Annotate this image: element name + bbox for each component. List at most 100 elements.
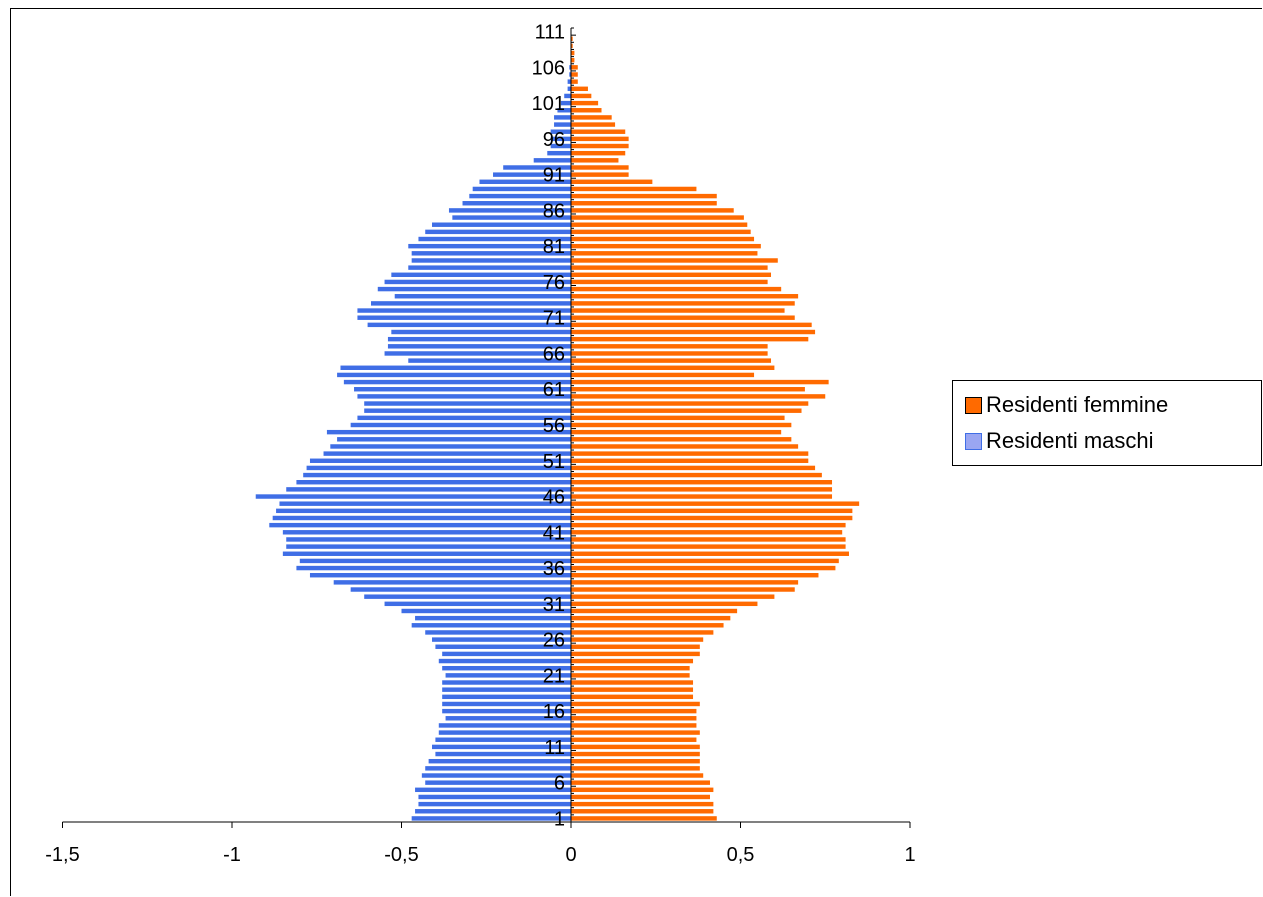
female-bar-age-91 [571, 172, 629, 177]
female-bar-age-72 [571, 308, 785, 313]
y-tick-label: 21 [543, 665, 565, 687]
male-bar-age-81 [408, 243, 571, 249]
legend-swatch-male [965, 432, 982, 450]
y-tick-label: 46 [543, 487, 565, 509]
male-bar-age-103 [567, 86, 571, 92]
male-bar-age-88 [469, 193, 571, 199]
female-bar-age-33 [571, 587, 795, 592]
female-bar-age-82 [571, 236, 755, 242]
y-tick-label: 6 [554, 773, 565, 795]
female-bar-age-36 [571, 565, 836, 571]
female-bar-age-12 [571, 737, 697, 742]
y-tick-label: 66 [543, 343, 565, 365]
male-bar-age-104 [567, 79, 571, 84]
male-bar-age-13 [438, 730, 571, 735]
male-bar-age-95 [550, 143, 571, 149]
female-bar-age-66 [571, 351, 768, 356]
female-bar-age-34 [571, 580, 799, 585]
male-bar-age-54 [337, 437, 571, 442]
male-bar-age-86 [448, 208, 571, 213]
female-bar-age-31 [571, 601, 758, 607]
male-bar-age-4 [418, 794, 571, 800]
female-bar-age-95 [571, 143, 629, 149]
male-bar-age-19 [442, 687, 571, 692]
male-bar-age-37 [299, 558, 571, 564]
male-bar-age-12 [435, 737, 571, 742]
female-bar-age-56 [571, 422, 792, 428]
male-bar-age-25 [435, 644, 571, 649]
female-bar-age-77 [571, 272, 772, 278]
male-bar-age-53 [330, 444, 571, 449]
male-bar-age-31 [384, 601, 571, 607]
female-bar-age-106 [571, 65, 578, 70]
female-bar-age-38 [571, 551, 849, 556]
y-tick-label: 111 [535, 22, 565, 44]
x-tick-label: -1 [223, 844, 241, 866]
male-bar-age-73 [370, 301, 571, 306]
legend-label-female: Residenti femmine [986, 392, 1169, 417]
female-bar-age-3 [571, 801, 714, 807]
y-tick-label: 41 [543, 522, 565, 544]
male-bar-age-50 [306, 465, 571, 471]
male-bar-age-58 [364, 408, 571, 413]
female-bar-age-42 [571, 522, 846, 528]
male-bar-age-9 [428, 758, 571, 764]
female-bar-age-100 [571, 108, 602, 113]
female-bar-age-90 [571, 179, 653, 185]
female-bar-age-78 [571, 265, 768, 270]
male-bar-age-92 [503, 165, 571, 170]
legend: Residenti femmine Residenti maschi [952, 380, 1262, 466]
female-bar-age-52 [571, 451, 809, 456]
male-bar-age-7 [421, 773, 571, 778]
female-bar-age-75 [571, 286, 782, 292]
female-bar-age-73 [571, 301, 795, 306]
female-bar-age-35 [571, 572, 819, 578]
female-bar-age-15 [571, 716, 697, 721]
female-bar-age-30 [571, 608, 738, 614]
female-bar-age-102 [571, 93, 592, 99]
male-bar-age-22 [442, 665, 571, 671]
male-bar-age-90 [479, 179, 571, 185]
legend-swatch-female [965, 396, 982, 414]
male-bar-age-62 [343, 379, 571, 385]
male-bar-age-52 [323, 451, 571, 456]
female-bar-age-62 [571, 379, 829, 385]
male-bar-age-60 [357, 394, 571, 399]
male-bar-age-55 [326, 429, 571, 435]
male-bar-age-42 [269, 522, 571, 528]
female-bar-age-27 [571, 630, 714, 635]
female-bar-age-87 [571, 201, 717, 206]
female-bar-age-80 [571, 251, 758, 256]
female-bar-age-17 [571, 701, 700, 707]
male-bar-age-34 [333, 580, 571, 585]
male-bar-age-46 [255, 494, 572, 499]
female-bar-age-21 [571, 673, 690, 678]
female-bar-age-64 [571, 365, 775, 370]
female-bar-age-70 [571, 322, 812, 328]
female-bar-age-68 [571, 336, 809, 342]
y-tick-label: 36 [543, 558, 565, 580]
male-bar-age-30 [401, 608, 571, 614]
male-bar-age-35 [309, 572, 571, 578]
y-tick-label: 1 [554, 808, 565, 830]
female-bar-age-51 [571, 458, 809, 463]
female-bar-age-26 [571, 637, 704, 642]
male-bar-age-14 [438, 723, 571, 728]
female-bar-age-93 [571, 158, 619, 163]
male-bar-age-80 [411, 251, 571, 256]
male-bar-age-40 [286, 537, 571, 542]
female-bar-age-107 [571, 57, 575, 63]
male-bar-age-93 [533, 158, 571, 163]
female-bar-age-59 [571, 401, 809, 406]
female-bar-age-58 [571, 408, 802, 413]
female-bar-age-104 [571, 79, 578, 84]
male-bar-age-68 [387, 336, 571, 342]
female-bar-age-16 [571, 708, 697, 714]
male-bar-age-71 [357, 315, 571, 320]
male-bar-age-102 [564, 93, 571, 99]
male-bar-age-29 [415, 615, 571, 621]
male-bar-age-41 [282, 530, 571, 535]
y-tick-label: 86 [543, 200, 565, 222]
male-bar-age-61 [354, 387, 571, 392]
